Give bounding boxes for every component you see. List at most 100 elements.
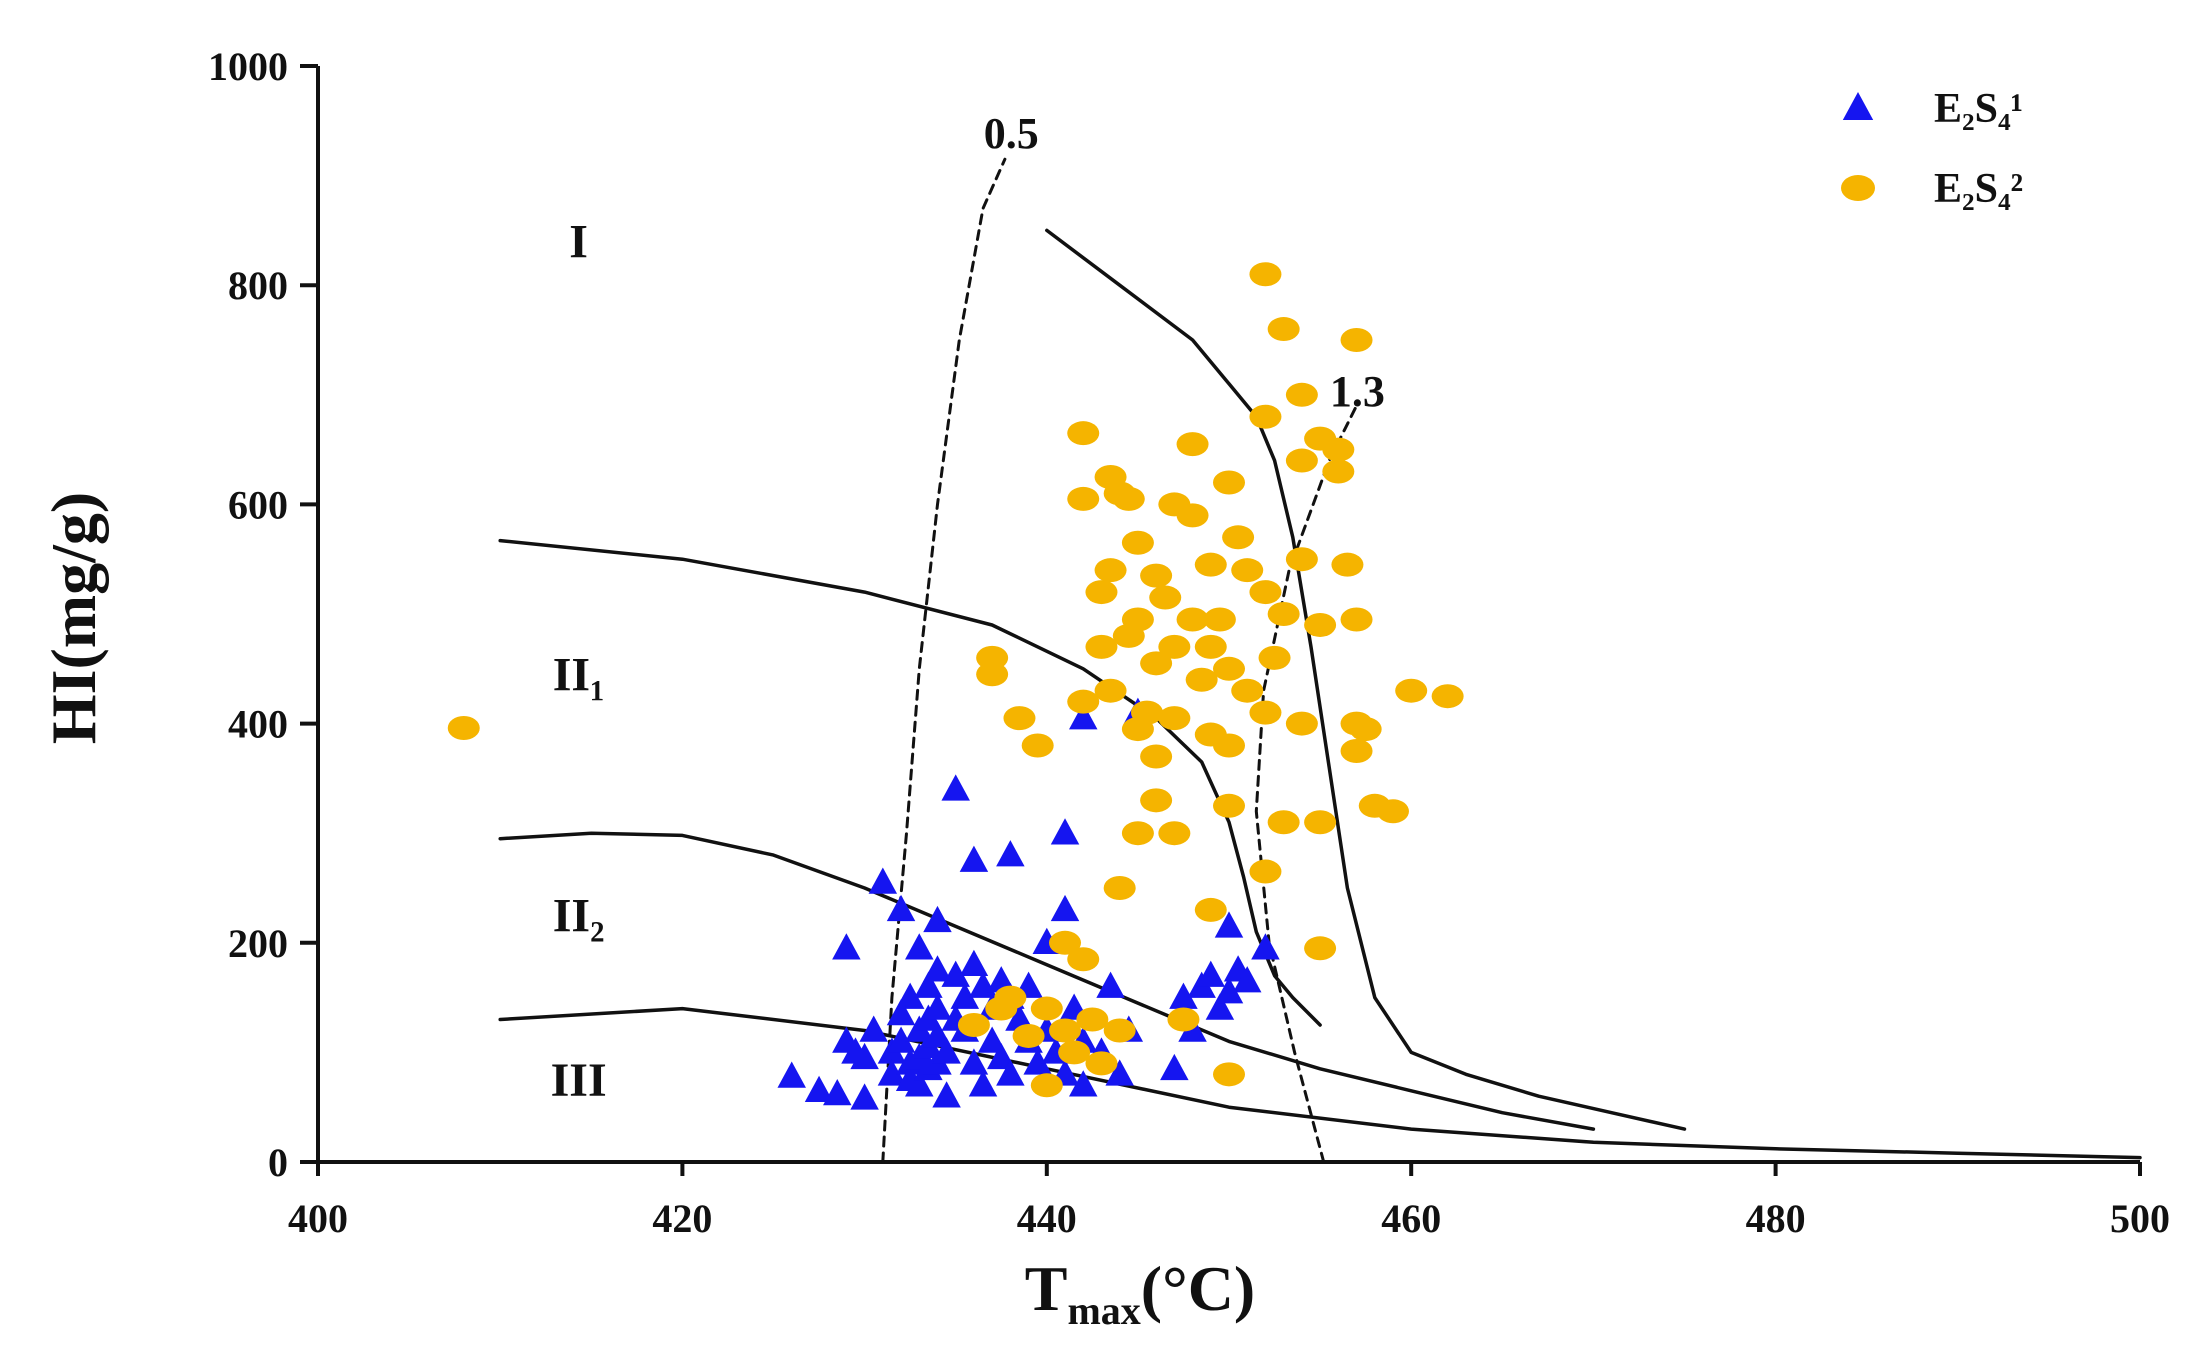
data-point-triangle <box>950 982 980 1009</box>
data-point-triangle <box>1214 911 1244 938</box>
data-point-triangle <box>1068 703 1098 730</box>
data-point-triangle <box>923 955 952 982</box>
data-point-circle <box>1049 1018 1082 1043</box>
data-point-circle <box>1267 810 1300 835</box>
data-point-circle <box>1395 678 1428 703</box>
data-point-circle <box>994 985 1027 1010</box>
data-point-triangle <box>923 993 952 1020</box>
data-point-circle <box>1340 739 1373 763</box>
region-label: III <box>551 1054 607 1107</box>
data-point-triangle <box>1096 971 1125 998</box>
data-point-circle <box>1067 689 1100 714</box>
legend-marker-triangle <box>1842 92 1874 120</box>
data-point-circle <box>1030 1073 1063 1098</box>
data-point-circle <box>1213 656 1245 681</box>
data-point-circle <box>1140 651 1173 676</box>
data-point-circle <box>1121 821 1154 846</box>
data-point-triangle <box>996 840 1025 867</box>
x-tick-label: 460 <box>1381 1196 1441 1241</box>
data-point-circle <box>1103 876 1136 900</box>
data-point-triangle <box>1169 982 1198 1009</box>
boundary-line <box>1045 228 1687 1131</box>
region-label: II₁ <box>553 648 605 701</box>
data-point-circle <box>1194 897 1227 922</box>
data-point-triangle <box>877 1059 907 1086</box>
data-point-triangle <box>886 894 916 922</box>
data-point-circle <box>1231 678 1264 703</box>
boundary-line <box>498 831 1596 1131</box>
y-axis-title: HI(mg/g) <box>38 492 109 744</box>
data-point-circle <box>1121 607 1154 632</box>
data-point-circle <box>1249 700 1282 725</box>
data-point-triangle <box>959 1048 989 1075</box>
data-point-circle <box>1304 810 1337 835</box>
data-point-circle <box>1067 421 1100 446</box>
data-point-triangle <box>968 1070 998 1097</box>
data-point-circle <box>1112 486 1145 511</box>
y-tick-label: 200 <box>228 921 288 966</box>
boundary-line <box>498 538 1322 1027</box>
y-axis: 0 200 400 600 800 1000 <box>208 44 320 1185</box>
data-point-circle <box>1140 563 1173 588</box>
data-point-triangle <box>923 1020 952 1048</box>
legend-label-e2s4-1: E₂S₄¹ <box>1934 86 2023 132</box>
data-point-circle <box>976 645 1009 670</box>
isoline-labels: 0.5 1.3 <box>984 109 1385 416</box>
data-point-triangle <box>832 933 861 960</box>
x-axis: 400 420 440 460 480 500 <box>288 1160 2170 1241</box>
data-point-circle <box>1285 448 1318 473</box>
data-point-circle <box>1194 552 1227 577</box>
boundary-lines <box>498 157 2142 1164</box>
data-point-circle <box>1431 684 1464 709</box>
data-point-triangle <box>1023 1048 1052 1075</box>
data-point-triangle <box>850 1083 879 1110</box>
y-tick-label: 600 <box>228 482 288 527</box>
data-point-circle <box>1213 793 1245 818</box>
data-point-circle <box>1049 930 1082 955</box>
x-tick-label: 480 <box>1746 1196 1806 1241</box>
data-point-circle <box>1185 667 1218 692</box>
data-point-circle <box>1094 678 1127 703</box>
y-tick-label: 800 <box>228 263 288 308</box>
data-point-circle <box>1222 525 1255 550</box>
data-point-circle <box>1076 1007 1109 1032</box>
data-point-triangle <box>1105 1059 1134 1086</box>
data-point-circle <box>1203 607 1236 632</box>
iso-line <box>881 157 1007 1164</box>
data-point-circle <box>1322 437 1355 462</box>
x-axis-title-subscript: max <box>1067 1288 1140 1333</box>
data-point-triangle <box>941 960 970 987</box>
data-point-circle <box>1285 711 1318 736</box>
data-point-triangle <box>1196 960 1226 987</box>
data-point-triangle <box>1050 894 1080 922</box>
data-point-circle <box>1267 317 1300 342</box>
data-point-triangle <box>923 905 952 933</box>
data-point-triangle <box>1160 1053 1189 1081</box>
data-point-triangle <box>1050 818 1080 845</box>
data-point-circle <box>1213 1062 1245 1087</box>
data-point-circle <box>1131 700 1164 725</box>
x-axis-title-unit: (°C) <box>1141 1253 1255 1324</box>
region-label: II₂ <box>553 889 605 942</box>
data-point-circle <box>1158 634 1191 659</box>
data-point-circle <box>1003 706 1036 731</box>
data-point-circle <box>1267 602 1300 626</box>
data-point-triangle <box>804 1075 834 1103</box>
data-point-triangle <box>850 1042 879 1070</box>
data-point-circle <box>1030 996 1063 1021</box>
data-point-circle <box>1340 328 1373 352</box>
data-point-circle <box>1176 607 1209 632</box>
data-point-triangle <box>859 1015 888 1042</box>
data-point-circle <box>1149 585 1182 610</box>
data-point-circle <box>1285 547 1318 572</box>
isoline-label: 1.3 <box>1330 367 1385 416</box>
y-tick-label: 400 <box>228 702 288 747</box>
x-axis-title: Tmax(°C) <box>1025 1253 1255 1333</box>
data-point-triangle <box>987 1042 1016 1070</box>
data-point-circle <box>1085 634 1118 659</box>
region-label: I <box>569 215 588 268</box>
legend: E₂S₄¹ E₂S₄² <box>1841 86 2023 212</box>
data-point-triangle <box>932 1081 961 1108</box>
data-point-circle <box>1304 936 1337 961</box>
data-point-circle <box>1121 530 1154 555</box>
